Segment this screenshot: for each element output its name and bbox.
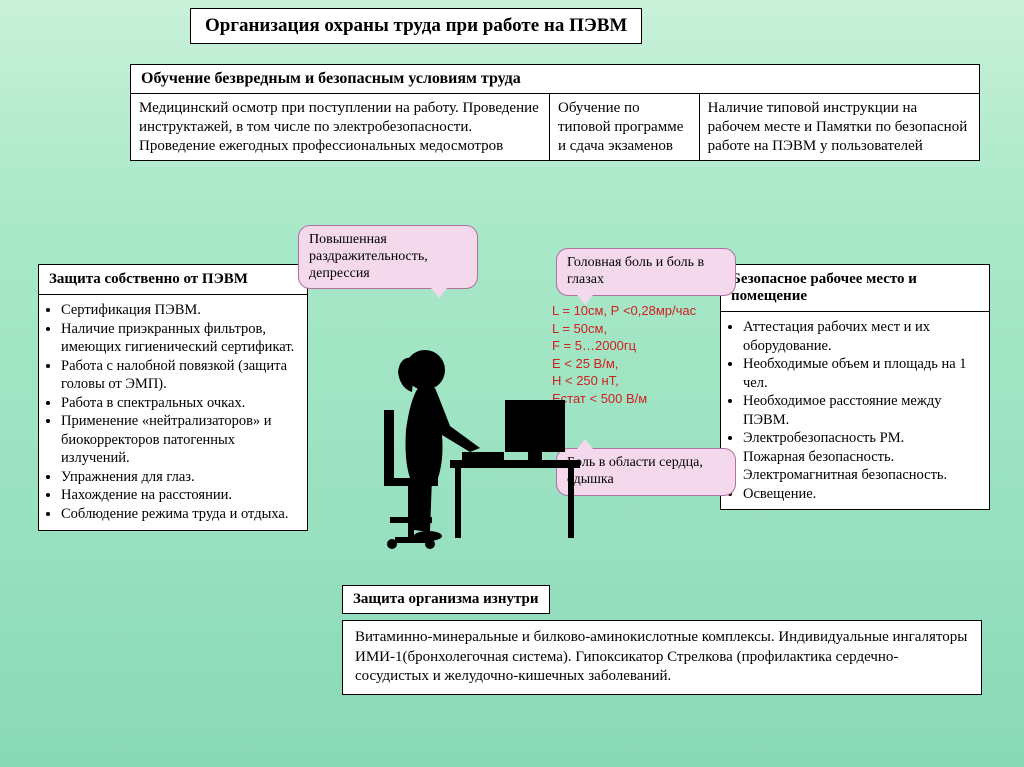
training-header: Обучение безвредным и безопасным условия… <box>131 65 979 94</box>
list-item: Необходимое расстояние между ПЭВМ. <box>743 392 981 429</box>
list-item: Сертификация ПЭВМ. <box>61 301 299 320</box>
list-item: Пожарная безопасность. <box>743 448 981 467</box>
right-workplace-box: Безопасное рабочее место и помещение Атт… <box>720 264 990 510</box>
inner-protection-text: Витаминно-минеральные и билково-аминокис… <box>342 620 982 695</box>
right-title: Безопасное рабочее место и помещение <box>721 265 989 312</box>
left-protection-box: Защита собственно от ПЭВМ Сертификация П… <box>38 264 308 531</box>
list-item: Электробезопасность РМ. <box>743 429 981 448</box>
left-title: Защита собственно от ПЭВМ <box>39 265 307 295</box>
list-item: Наличие приэкранных фильтров, имеющих ги… <box>61 320 299 357</box>
person-at-computer-icon <box>340 300 600 560</box>
list-item: Аттестация рабочих мест и их оборудовани… <box>743 318 981 355</box>
right-list: Аттестация рабочих мест и их оборудовани… <box>721 312 989 509</box>
list-item: Электромагнитная безопасность. <box>743 466 981 485</box>
list-item: Работа в спектральных очках. <box>61 394 299 413</box>
symptom-bubble-irritability: Повышенная раздражительность, депрессия <box>298 225 478 289</box>
list-item: Соблюдение режима труда и отдыха. <box>61 505 299 524</box>
list-item: Освещение. <box>743 485 981 504</box>
symptom-bubble-headache: Головная боль и боль в глазах <box>556 248 736 296</box>
main-title: Организация охраны труда при работе на П… <box>190 8 642 44</box>
training-col3: Наличие типовой инструкции на рабочем ме… <box>700 94 979 160</box>
training-col1: Медицинский осмотр при поступлении на ра… <box>131 94 550 160</box>
training-table: Обучение безвредным и безопасным условия… <box>130 64 980 161</box>
list-item: Нахождение на расстоянии. <box>61 486 299 505</box>
left-list: Сертификация ПЭВМ. Наличие приэкранных ф… <box>39 295 307 530</box>
inner-protection-title: Защита организма изнутри <box>342 585 550 614</box>
list-item: Необходимые объем и площадь на 1 чел. <box>743 355 981 392</box>
training-col2: Обучение по типовой программе и сдача эк… <box>550 94 700 160</box>
list-item: Упражнения для глаз. <box>61 468 299 487</box>
list-item: Работа с налобной повязкой (защита голов… <box>61 357 299 394</box>
list-item: Применение «нейтрализаторов» и биокоррек… <box>61 412 299 468</box>
